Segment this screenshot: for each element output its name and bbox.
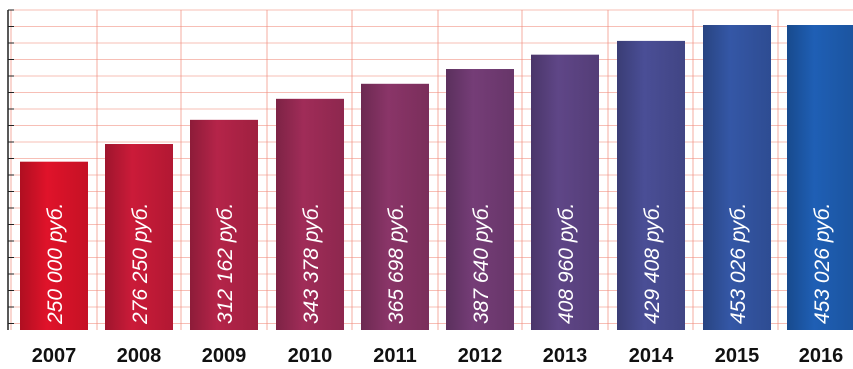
bar-2013 (531, 54, 599, 331)
bar-value-label: 453 026 руб. (811, 203, 834, 324)
bar-value-label: 408 960 руб. (555, 203, 578, 324)
x-tick-label: 2015 (715, 345, 760, 367)
bar-2016 (787, 25, 853, 330)
x-tick-label: 2012 (458, 345, 503, 367)
x-tick-label: 2016 (799, 345, 844, 367)
bar-value-label: 387 640 руб. (470, 203, 493, 324)
bar-value-label: 453 026 руб. (727, 203, 750, 324)
bar-value-label: 343 378 руб. (300, 203, 323, 324)
x-tick-label: 2010 (288, 345, 333, 367)
bar-2007 (20, 161, 88, 330)
x-tick-label: 2013 (543, 345, 588, 367)
x-tick-label: 2011 (373, 345, 416, 367)
x-tick-label: 2007 (32, 345, 77, 367)
bar-2010 (276, 98, 344, 330)
bar-value-label: 365 698 руб. (385, 203, 408, 324)
x-tick-label: 2014 (629, 345, 674, 367)
x-tick-label: 2008 (117, 345, 162, 367)
bar-value-label: 312 162 руб. (214, 203, 237, 324)
bar-2014 (617, 40, 685, 331)
bar-2008 (105, 144, 173, 330)
bar-2009 (190, 119, 258, 330)
bar-2012 (446, 69, 514, 331)
bar-value-label: 429 408 руб. (641, 203, 664, 324)
x-axis-labels: 2007 2008 2009 2010 2011 2012 2013 2014 2015 2016 (32, 345, 844, 367)
x-tick-label: 2009 (202, 345, 247, 367)
bar-2015 (703, 25, 771, 330)
bars-group: 250 000 руб. 276 250 руб. 312 162 руб. 343 … (20, 25, 853, 331)
bar-value-label: 276 250 руб. (129, 203, 152, 325)
bar-2011 (361, 83, 429, 330)
bar-value-label: 250 000 руб. (44, 203, 67, 325)
